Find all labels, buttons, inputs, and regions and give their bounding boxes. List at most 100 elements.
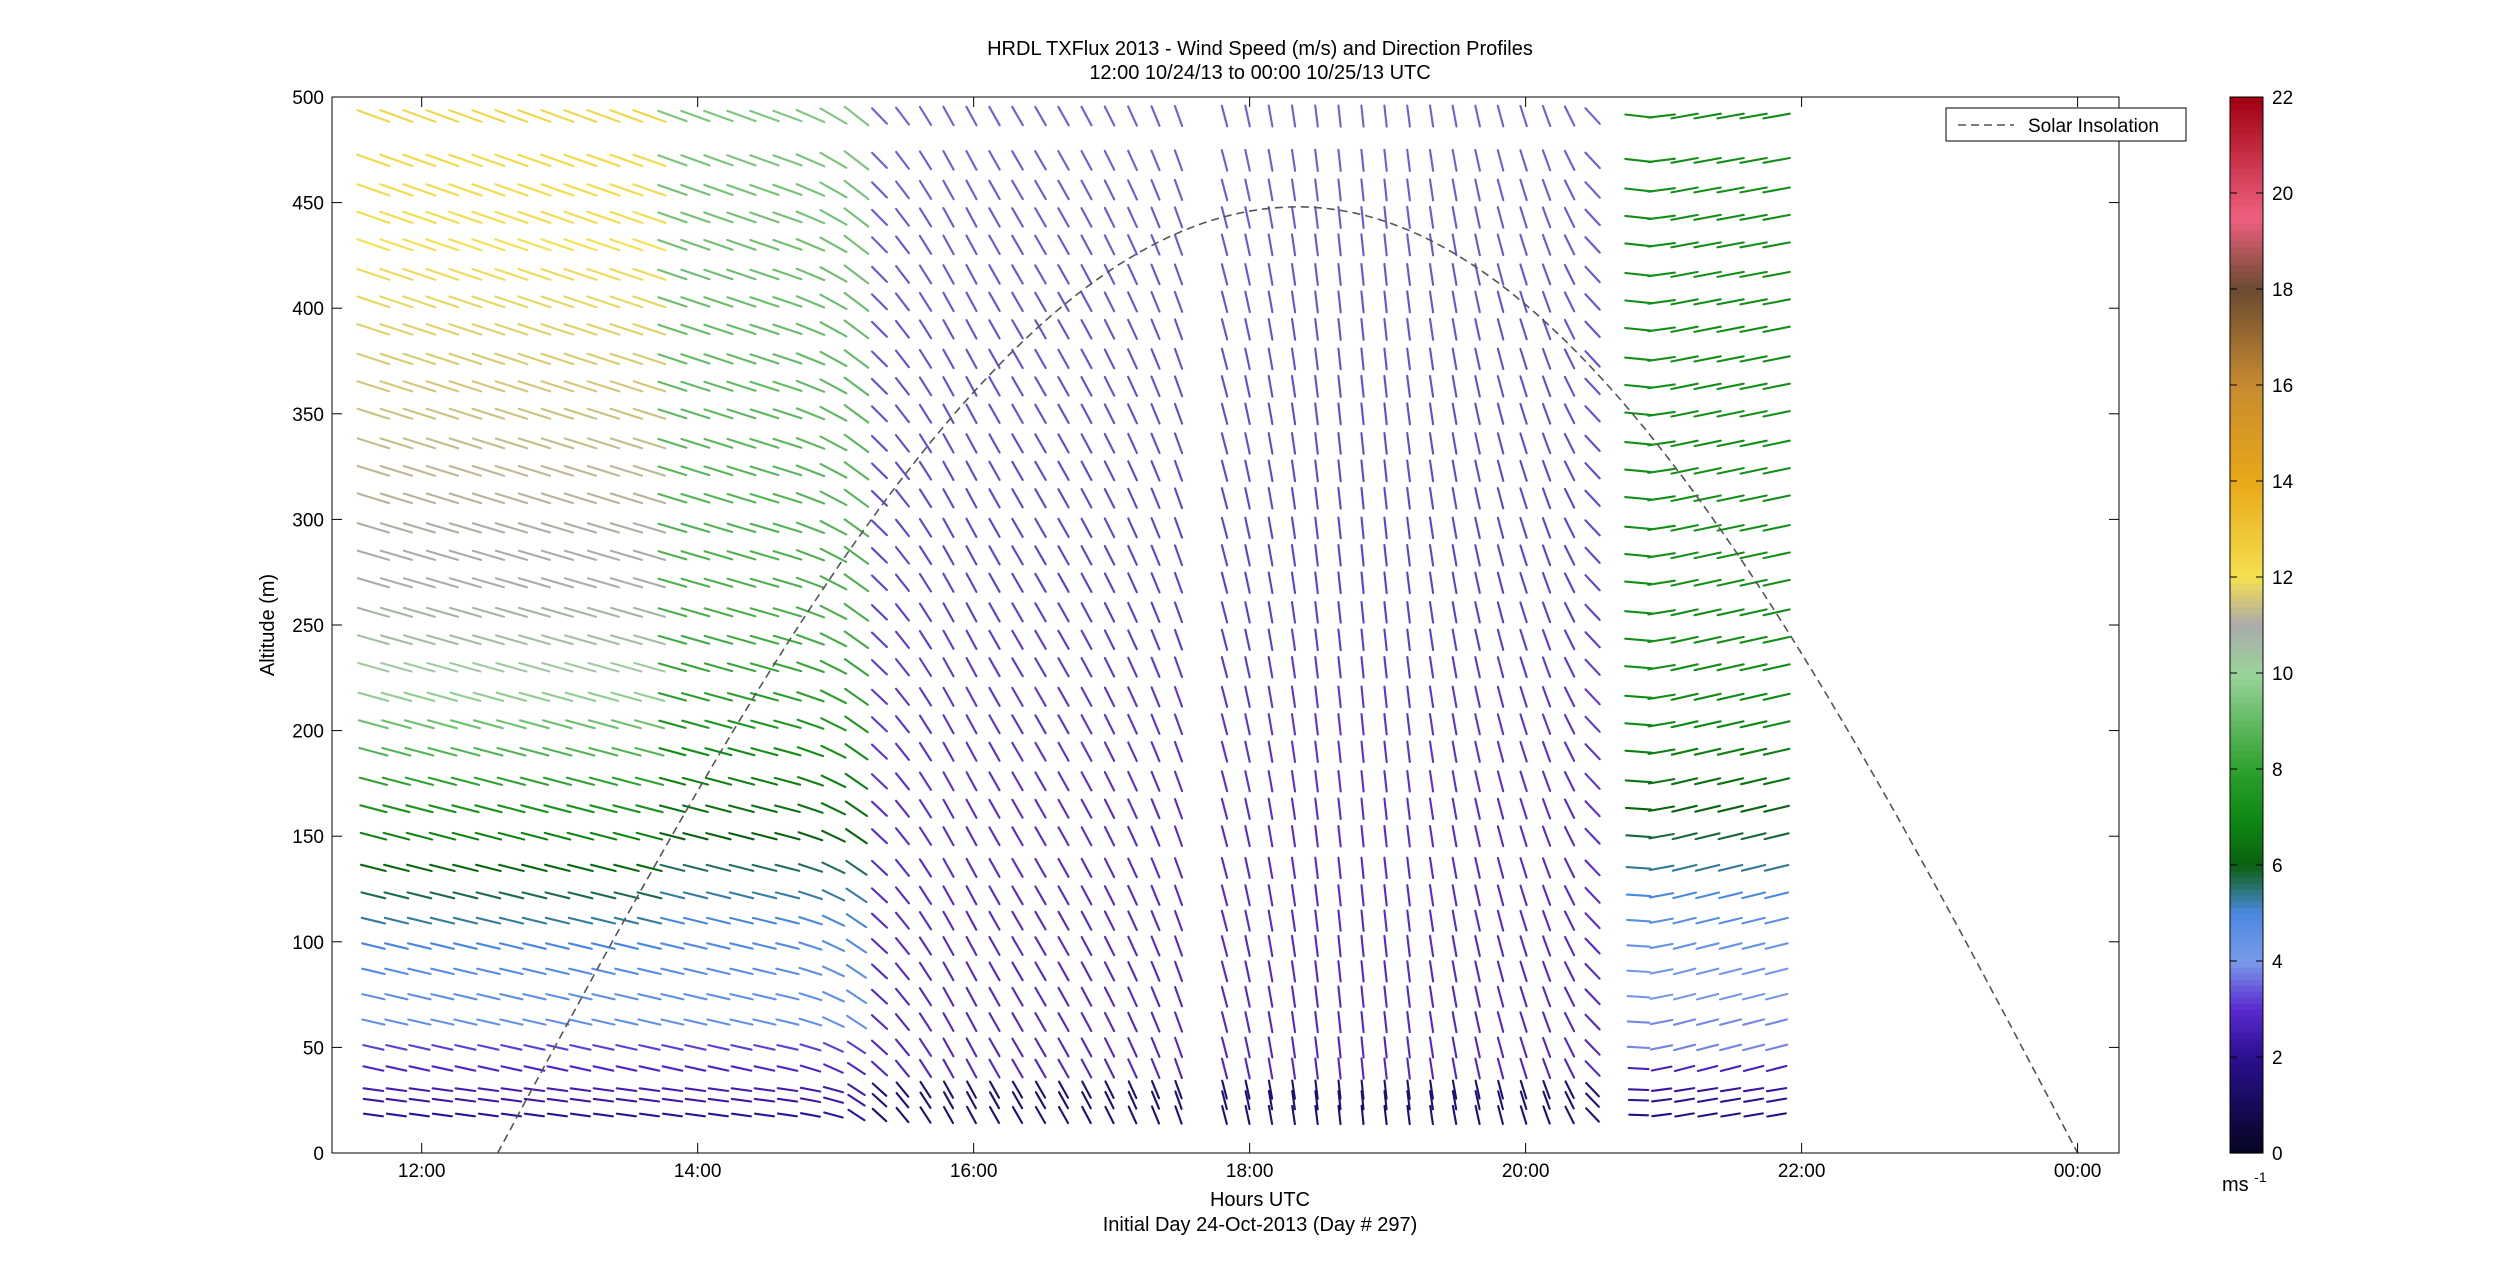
wind-vector (1127, 884, 1138, 906)
wind-vector (1034, 545, 1047, 566)
wind-vector (1383, 262, 1388, 286)
wind-vector (494, 238, 529, 252)
wind-vector (586, 492, 621, 505)
wind-vector (1584, 1013, 1601, 1031)
wind-vector (1648, 832, 1675, 840)
wind-vector (1428, 543, 1435, 567)
wind-vector (680, 380, 711, 392)
wind-vector (1584, 631, 1601, 649)
wind-vector (1762, 298, 1791, 306)
colorbar-band (2230, 625, 2263, 632)
wind-vector (965, 961, 978, 982)
wind-vector (1762, 524, 1791, 532)
wind-vector (1267, 104, 1274, 128)
wind-vector (799, 1097, 822, 1104)
colorbar-band (2230, 463, 2263, 470)
wind-vector (521, 863, 548, 873)
wind-vector (1563, 713, 1576, 735)
wind-vector (1267, 770, 1274, 793)
wind-vector (1624, 496, 1653, 501)
wind-vector (1497, 1105, 1504, 1125)
wind-vector (843, 376, 870, 397)
wind-vector (728, 804, 755, 814)
wind-vector (1127, 935, 1138, 957)
colorbar-band (2230, 337, 2263, 344)
wind-vector (402, 492, 437, 505)
wind-vector (1451, 516, 1458, 540)
wind-vector (426, 661, 459, 673)
wind-vector (1127, 487, 1138, 509)
wind-vector (1649, 917, 1674, 924)
wind-vector (1057, 150, 1070, 171)
wind-vector (796, 661, 825, 674)
colorbar-band (2230, 967, 2263, 974)
wind-vector (1428, 655, 1435, 679)
wind-vector (918, 630, 933, 650)
wind-vector (1647, 157, 1676, 164)
wind-vector (1244, 375, 1251, 398)
wind-vector (521, 916, 548, 925)
wind-vector (1406, 459, 1411, 483)
wind-vector (563, 437, 598, 450)
wind-vector (1267, 459, 1274, 483)
wind-vector (918, 771, 933, 791)
colorbar-tick-label: 8 (2272, 760, 2283, 781)
wind-vector (1428, 178, 1435, 202)
wind-vector (772, 607, 803, 618)
wind-vector (589, 831, 618, 841)
wind-vector (406, 891, 433, 900)
wind-vector (1011, 1058, 1024, 1079)
wind-vector (1563, 741, 1576, 762)
wind-vector (1584, 208, 1601, 227)
wind-vector (1563, 105, 1576, 127)
wind-vector (637, 1018, 662, 1026)
wind-vector (1428, 431, 1435, 455)
wind-vector (1474, 797, 1481, 820)
wind-vector (1650, 1065, 1673, 1072)
wind-vector (1647, 326, 1676, 333)
wind-vector (1428, 1010, 1435, 1034)
wind-vector (1739, 410, 1768, 418)
wind-vector (1103, 487, 1116, 509)
wind-vector (965, 105, 978, 127)
wind-vector (988, 291, 1001, 313)
wind-vector (1519, 402, 1528, 425)
wind-vector (870, 1014, 889, 1030)
wind-vector (402, 549, 437, 561)
wind-vector (1290, 825, 1297, 848)
wind-vector (1563, 935, 1576, 957)
wind-vector (1647, 440, 1676, 447)
wind-vector (680, 296, 711, 308)
wind-vector (1696, 1064, 1719, 1073)
wind-vector (1474, 825, 1481, 848)
wind-vector (749, 492, 780, 504)
wind-vector (1174, 935, 1184, 957)
wind-vector (798, 941, 823, 951)
wind-vector (822, 1085, 845, 1094)
wind-vector (1034, 936, 1047, 956)
wind-vector (1360, 374, 1365, 398)
wind-vector (823, 1096, 844, 1104)
colorbar-band (2230, 1099, 2263, 1106)
wind-vector (1220, 149, 1229, 172)
wind-vector (632, 323, 667, 336)
wind-vector (632, 606, 666, 618)
colorbar-band (2230, 973, 2263, 980)
wind-vector (1718, 992, 1743, 1001)
wind-vector (448, 183, 483, 197)
wind-vector (611, 746, 642, 757)
wind-vector (726, 577, 757, 588)
wind-vector (1647, 355, 1676, 362)
wind-vector (1496, 347, 1505, 371)
wind-vector (615, 1087, 638, 1093)
wind-vector (918, 264, 933, 285)
wind-vector (1474, 487, 1481, 510)
wind-vector (703, 577, 734, 588)
colorbar-band (2230, 823, 2263, 830)
wind-vector (1647, 242, 1676, 248)
wind-vector (1428, 797, 1435, 820)
wind-vector (752, 967, 777, 976)
wind-vector (1519, 233, 1528, 256)
wind-vector (1173, 571, 1184, 594)
wind-vector (1057, 403, 1070, 424)
